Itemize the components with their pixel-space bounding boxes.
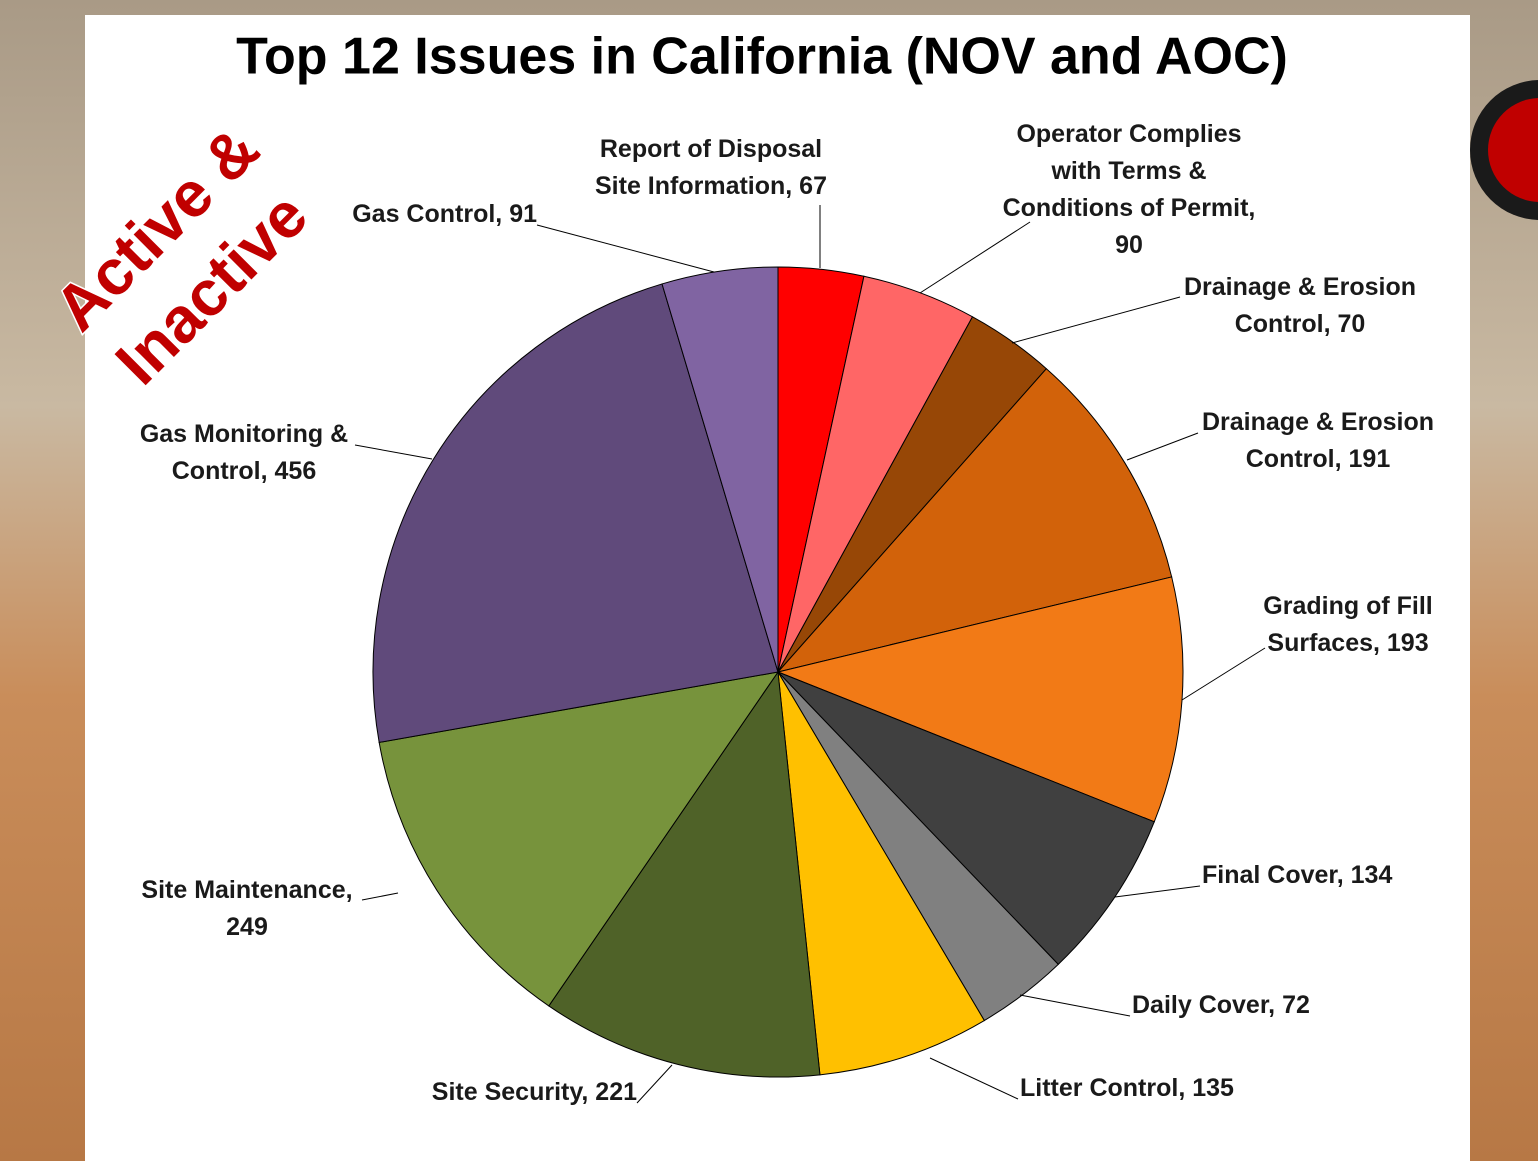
data-label: Gas Control, 91 [352,200,537,228]
pie-slice [776,576,1184,823]
leader-line [354,444,433,460]
data-label: Drainage & Erosion Control, 191 [1202,408,1434,473]
leader-line [1019,994,1131,1017]
labels: Report of Disposal Site Information, 67 Op… [140,120,1434,1106]
data-label: Final Cover, 134 [1202,861,1392,889]
pie-slice [777,671,985,1076]
leader-line [1114,885,1201,898]
pie-slice [372,283,779,743]
pie [372,266,1184,1078]
data-label: Litter Control, 135 [1020,1074,1234,1102]
data-label: Site Maintenance, 249 [141,876,352,941]
pie-slice [777,671,1155,966]
pie-slice [548,670,821,1078]
data-label: Grading of Fill Surfaces, 193 [1263,592,1432,657]
leader-line [1181,647,1266,701]
pie-slice [661,266,779,673]
leader-line [536,224,715,273]
leader-line [1011,296,1181,344]
logo-ring [1488,98,1538,202]
data-label: Gas Monitoring & Control, 456 [140,420,348,485]
data-label: Site Security, 221 [432,1078,637,1106]
leader-line [361,892,399,901]
data-label: Drainage & Erosion Control, 70 [1184,273,1416,338]
data-label: Operator Complies with Terms & Conditions … [1003,120,1256,259]
data-label: Report of Disposal Site Information, 67 [595,135,827,200]
pie-slice [776,367,1173,673]
leader-line [1126,432,1199,461]
leader-line [636,1064,673,1104]
leader-line [919,221,1031,294]
data-label: Daily Cover, 72 [1132,991,1310,1019]
chart-title: Top 12 Issues in California (NOV and AOC… [236,28,1288,86]
pie-slice [378,671,780,1007]
leader-line [929,1057,1019,1100]
